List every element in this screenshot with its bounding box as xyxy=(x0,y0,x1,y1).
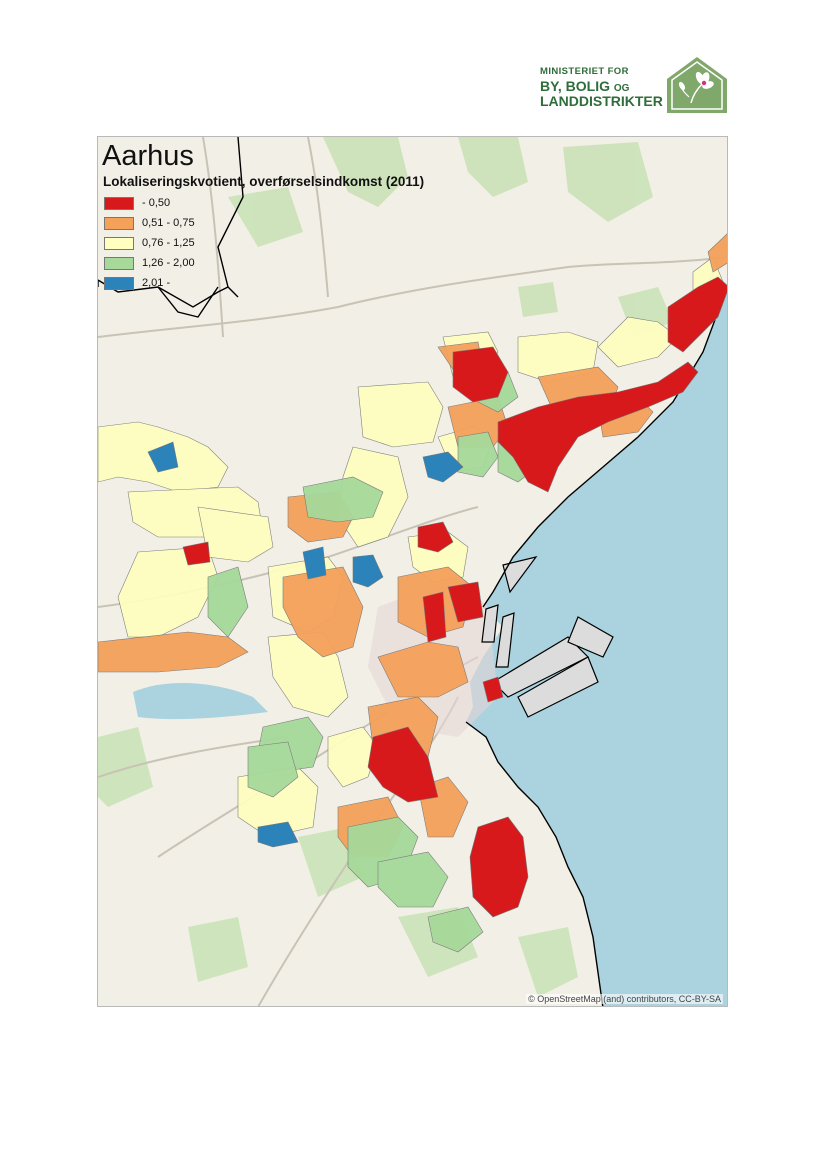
map-legend: - 0,50 0,51 - 0,75 0,76 - 1,25 1,26 - 2,… xyxy=(104,193,195,293)
legend-item: 0,51 - 0,75 xyxy=(104,213,195,233)
legend-item: 2,01 - xyxy=(104,273,195,293)
legend-item: 1,26 - 2,00 xyxy=(104,253,195,273)
legend-swatch-green xyxy=(104,256,134,270)
map-canvas xyxy=(98,137,727,1006)
class-ge-201-areas xyxy=(147,441,464,848)
legend-item: - 0,50 xyxy=(104,193,195,213)
logo-line-3: LANDDISTRIKTER xyxy=(540,93,663,110)
harbour-piers xyxy=(481,556,614,718)
map-subtitle: Lokaliseringskvotient, overførselsindkom… xyxy=(103,174,425,189)
logo-line-2-small: OG xyxy=(613,82,630,94)
legend-label: 0,76 - 1,25 xyxy=(142,237,195,249)
logo-line-2: BY, BOLIG OG xyxy=(540,79,670,95)
legend-label: - 0,50 xyxy=(142,197,171,209)
legend-swatch-red xyxy=(104,196,134,210)
legend-label: 1,26 - 2,00 xyxy=(142,257,195,269)
legend-label: 0,51 - 0,75 xyxy=(142,217,195,229)
logo-wordmark: MINISTERIET FOR BY, BOLIG OG LANDDISTRIK… xyxy=(540,67,670,109)
house-flower-icon xyxy=(667,57,727,113)
logo-line-1: MINISTERIET FOR xyxy=(540,66,629,77)
legend-swatch-blue xyxy=(104,276,134,290)
legend-swatch-yellow xyxy=(104,236,134,250)
legend-label: 2,01 - xyxy=(142,277,171,289)
lake xyxy=(133,682,268,720)
legend-swatch-orange xyxy=(104,216,134,230)
legend-item: 0,76 - 1,25 xyxy=(104,233,195,253)
map-attribution: © OpenStreetMap (and) contributors, CC-B… xyxy=(526,994,723,1004)
ministry-logo: MINISTERIET FOR BY, BOLIG OG LANDDISTRIK… xyxy=(540,57,728,113)
class-le-050-areas xyxy=(182,276,727,918)
choropleth-map: Aarhus Lokaliseringskvotient, overførsel… xyxy=(97,136,728,1007)
logo-line-2-main: BY, BOLIG xyxy=(540,77,611,94)
map-title: Aarhus xyxy=(102,140,194,172)
